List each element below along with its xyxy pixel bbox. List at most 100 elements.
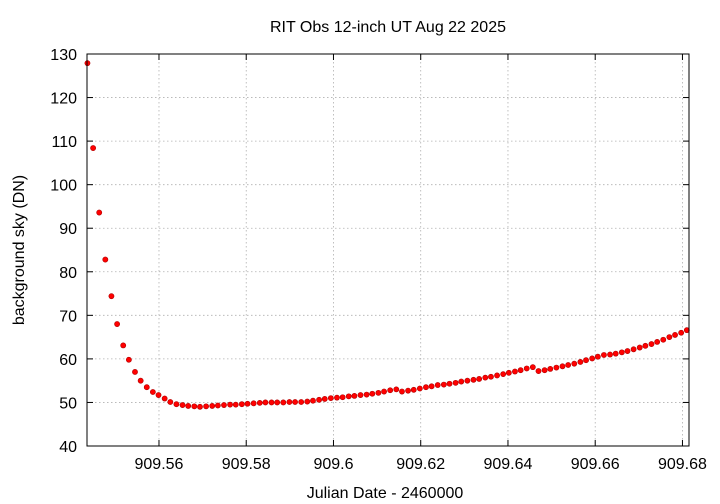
data-point <box>636 344 643 351</box>
data-point <box>470 376 477 383</box>
x-tick-label: 909.6 <box>313 456 353 473</box>
data-point <box>375 389 382 396</box>
x-axis-label: Julian Date - 2460000 <box>307 485 464 502</box>
y-tick-label: 120 <box>50 91 77 108</box>
data-point <box>274 399 281 406</box>
y-tick-label: 70 <box>59 308 77 325</box>
data-point <box>488 373 494 380</box>
data-point <box>232 401 239 408</box>
data-point <box>464 377 471 384</box>
x-tick-label: 909.56 <box>135 456 184 473</box>
data-point <box>381 388 387 395</box>
data-point <box>529 364 536 371</box>
data-point <box>292 399 298 405</box>
data-point <box>357 392 364 398</box>
data-point <box>102 256 109 263</box>
data-point <box>399 388 405 395</box>
data-point <box>612 350 619 357</box>
data-point <box>571 360 578 367</box>
x-tick-label: 909.68 <box>658 456 707 473</box>
data-point <box>161 395 168 402</box>
data-point <box>179 402 186 408</box>
data-point <box>298 399 305 405</box>
data-point <box>185 403 192 409</box>
data-point <box>440 381 447 388</box>
data-point <box>601 352 607 358</box>
x-tick-label: 909.58 <box>222 456 271 473</box>
data-point <box>618 349 625 356</box>
data-point <box>221 402 227 408</box>
data-point <box>250 400 257 407</box>
data-point <box>500 371 507 378</box>
data-point <box>339 394 346 401</box>
data-point <box>108 293 115 300</box>
data-point <box>666 334 673 341</box>
data-point <box>553 364 560 371</box>
data-point <box>345 393 352 400</box>
data-point <box>334 394 340 401</box>
data-point <box>197 403 203 410</box>
data-point <box>256 399 263 406</box>
data-points <box>84 60 690 410</box>
data-point <box>286 399 293 405</box>
data-point <box>452 379 459 386</box>
data-point <box>203 403 209 410</box>
data-point <box>547 366 554 372</box>
data-point <box>577 359 584 365</box>
data-point <box>654 338 661 345</box>
y-tick-label: 40 <box>59 439 77 456</box>
data-point <box>505 369 512 376</box>
data-point <box>458 378 465 385</box>
x-tick-label: 909.62 <box>396 456 445 473</box>
data-point <box>327 395 334 401</box>
data-point <box>149 389 156 395</box>
y-tick-label: 130 <box>50 47 77 64</box>
data-point <box>238 401 245 408</box>
data-point <box>589 355 596 362</box>
data-point <box>262 399 269 406</box>
y-tick-label: 110 <box>51 134 77 151</box>
data-point <box>660 336 667 343</box>
data-point <box>559 363 566 370</box>
data-point <box>351 393 358 399</box>
y-tick-label: 60 <box>59 352 77 369</box>
data-point <box>191 403 198 410</box>
data-point <box>363 391 370 398</box>
data-point <box>672 332 678 338</box>
data-point <box>541 367 548 374</box>
x-tick-label: 909.64 <box>483 456 532 473</box>
x-tick-label: 909.66 <box>571 456 620 473</box>
data-point <box>512 368 518 375</box>
data-point <box>125 356 132 363</box>
data-point <box>209 403 216 409</box>
data-point <box>244 400 251 407</box>
data-point <box>214 402 221 409</box>
data-point <box>280 399 287 406</box>
data-point <box>423 384 429 391</box>
data-point <box>304 398 311 405</box>
data-point <box>607 351 613 358</box>
data-point <box>310 397 316 404</box>
data-point <box>434 382 441 388</box>
data-point <box>446 380 453 387</box>
data-point <box>316 396 322 403</box>
data-point <box>173 401 180 408</box>
y-tick-label: 100 <box>50 178 77 195</box>
y-tick-label: 80 <box>59 265 77 282</box>
data-point <box>583 357 589 364</box>
data-point <box>523 365 530 372</box>
data-point <box>393 386 400 393</box>
data-point <box>96 209 103 216</box>
data-point <box>494 372 500 379</box>
axis-ticks: 909.56 909.58 909.6 909.62 909.64 909.66 909.6… <box>50 47 707 473</box>
data-point <box>428 383 435 390</box>
data-point <box>137 377 144 384</box>
data-point <box>565 362 572 368</box>
chart-title: RIT Obs 12-inch UT Aug 22 2025 <box>270 19 506 36</box>
data-point <box>624 348 631 354</box>
data-point <box>482 374 489 381</box>
data-point <box>594 353 601 360</box>
data-point <box>535 368 542 374</box>
data-point <box>387 387 394 394</box>
